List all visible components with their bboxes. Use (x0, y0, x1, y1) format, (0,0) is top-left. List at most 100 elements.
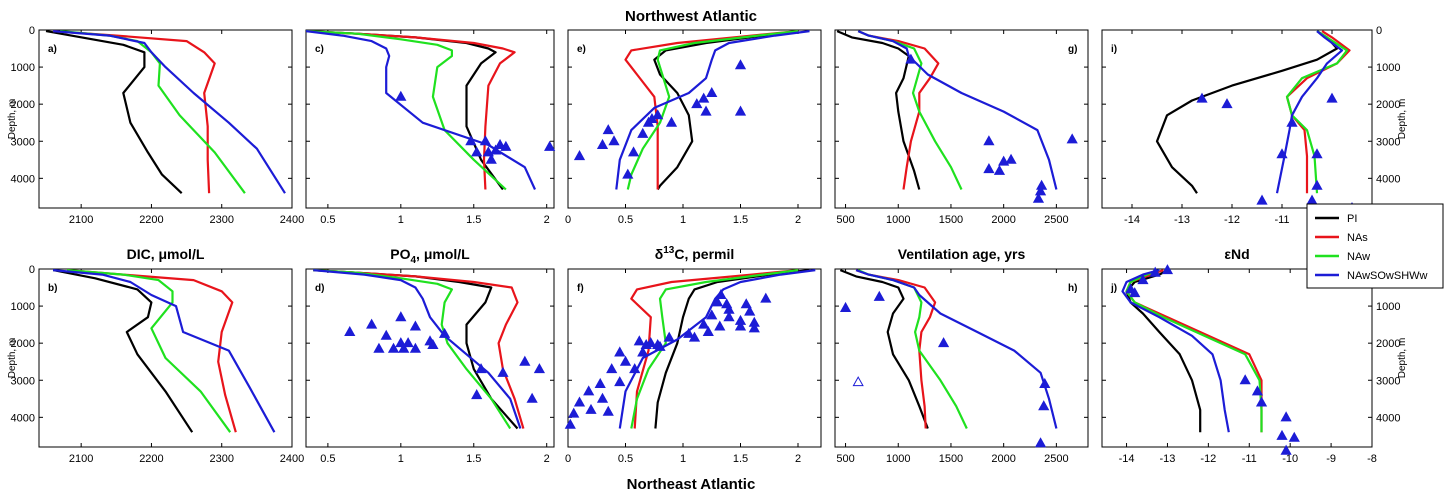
observation-point (1034, 185, 1047, 196)
x-tick-label: 2500 (1044, 453, 1068, 465)
observation-point (691, 98, 703, 109)
x-tick-label: 2000 (991, 453, 1015, 465)
observation-point (395, 90, 407, 101)
observation-point (723, 311, 735, 322)
series-line-naw (313, 269, 512, 430)
observation-point (983, 163, 995, 174)
observation-point (637, 127, 649, 138)
observation-point (387, 342, 400, 353)
observation-point (533, 363, 546, 374)
observation-point (760, 292, 772, 303)
x-tick-label: 2000 (991, 214, 1015, 226)
series-group (52, 269, 276, 433)
x-tick-label: 2500 (1044, 214, 1068, 226)
observation-point (596, 392, 609, 403)
observation-point (1129, 287, 1141, 298)
x-tick-label: 2300 (209, 453, 233, 465)
series-group (836, 30, 1058, 190)
series-group (618, 269, 816, 429)
observation-group (1125, 264, 1300, 455)
observation-point (688, 331, 701, 342)
x-tick-label: 1000 (886, 214, 910, 226)
x-tick-label: 0 (565, 453, 571, 465)
observation-point (1280, 411, 1292, 422)
y-tick-label: 1000 (1376, 62, 1400, 74)
observation-point (654, 340, 666, 351)
axes-frame (38, 268, 293, 448)
observation-group (905, 53, 1078, 203)
observation-point (663, 331, 675, 342)
observation-point (1149, 266, 1161, 277)
series-line-nas (855, 269, 937, 429)
panel-h: 500 1000 1500 2000 2500 h) (834, 268, 1089, 465)
observation-point (475, 363, 487, 374)
series-line-pi (839, 269, 929, 429)
observation-point (573, 150, 586, 161)
series-line-pi (45, 30, 183, 194)
y-tick-label: 2000 (11, 338, 35, 350)
legend: PI NAs NAw NAwSOwSHWw (1306, 203, 1444, 289)
x-tick-label: 1 (398, 453, 404, 465)
observation-point (402, 337, 414, 348)
observation-point (568, 407, 580, 418)
y-axis-label-right: Depth, m (1397, 338, 1408, 379)
observation-point (700, 105, 712, 116)
series-line-nawsowshww (615, 30, 810, 190)
observation-point (637, 346, 649, 357)
observation-point (652, 109, 664, 120)
observation-point (1137, 274, 1149, 285)
observation-point (1196, 92, 1208, 103)
y-tick-label: 4000 (1376, 412, 1400, 424)
observation-point (494, 138, 506, 149)
series-line-naw (626, 30, 799, 190)
observation-point (698, 92, 710, 103)
legend-label-naw: NAw (1347, 251, 1370, 263)
series-line-nawsowshww (1121, 269, 1230, 433)
x-tick-label: -13 (1160, 453, 1176, 465)
observation-point (698, 318, 710, 329)
series-group (313, 269, 525, 430)
observation-point (706, 87, 718, 98)
observation-point (683, 327, 695, 338)
observation-point (573, 396, 586, 407)
y-tick-label: 3000 (1376, 136, 1400, 148)
observation-point (715, 288, 727, 299)
observation-group (839, 290, 1051, 448)
legend-label-nas: NAs (1347, 232, 1368, 244)
observation-point (1276, 148, 1288, 159)
observation-group (344, 311, 546, 403)
x-tick-label: -12 (1200, 453, 1216, 465)
observation-point (373, 342, 385, 353)
series-line-nas (306, 30, 516, 190)
observation-point (585, 403, 597, 414)
x-tick-label: 1000 (886, 453, 910, 465)
observation-point (873, 290, 885, 301)
observation-point (1032, 192, 1045, 203)
legend-label-nawsowshww: NAwSOwSHWw (1347, 270, 1428, 282)
x-tick-label: 1 (680, 453, 686, 465)
series-group (839, 269, 1058, 429)
observation-point (485, 153, 497, 164)
observation-point (608, 135, 620, 146)
series-line-nawsowshww (1275, 30, 1344, 194)
series-line-naw (1285, 30, 1349, 194)
y-tick-label: 0 (1376, 25, 1382, 37)
observation-point (734, 105, 747, 116)
panel-letter: c) (315, 44, 324, 55)
observation-point (409, 320, 422, 331)
observation-point (748, 322, 760, 333)
column-title-1: DIC, μmol/L (127, 246, 205, 262)
observation-point (1251, 385, 1264, 396)
series-line-nawsowshww (313, 269, 522, 429)
panel-letter: j) (1110, 283, 1117, 294)
x-tick-label: 1 (398, 214, 404, 226)
observation-point (500, 140, 512, 151)
series-line-pi (1155, 30, 1339, 194)
observation-point (645, 337, 657, 348)
x-tick-label: 2400 (280, 214, 304, 226)
y-tick-label: 2000 (11, 99, 35, 111)
y-tick-label: 4000 (1376, 173, 1400, 185)
panel-b: 0 1000 2000 3000 4000 2100 2200 2300 2400 Depth, … (7, 264, 304, 465)
observation-group (1196, 92, 1358, 212)
observation-point (614, 376, 626, 387)
